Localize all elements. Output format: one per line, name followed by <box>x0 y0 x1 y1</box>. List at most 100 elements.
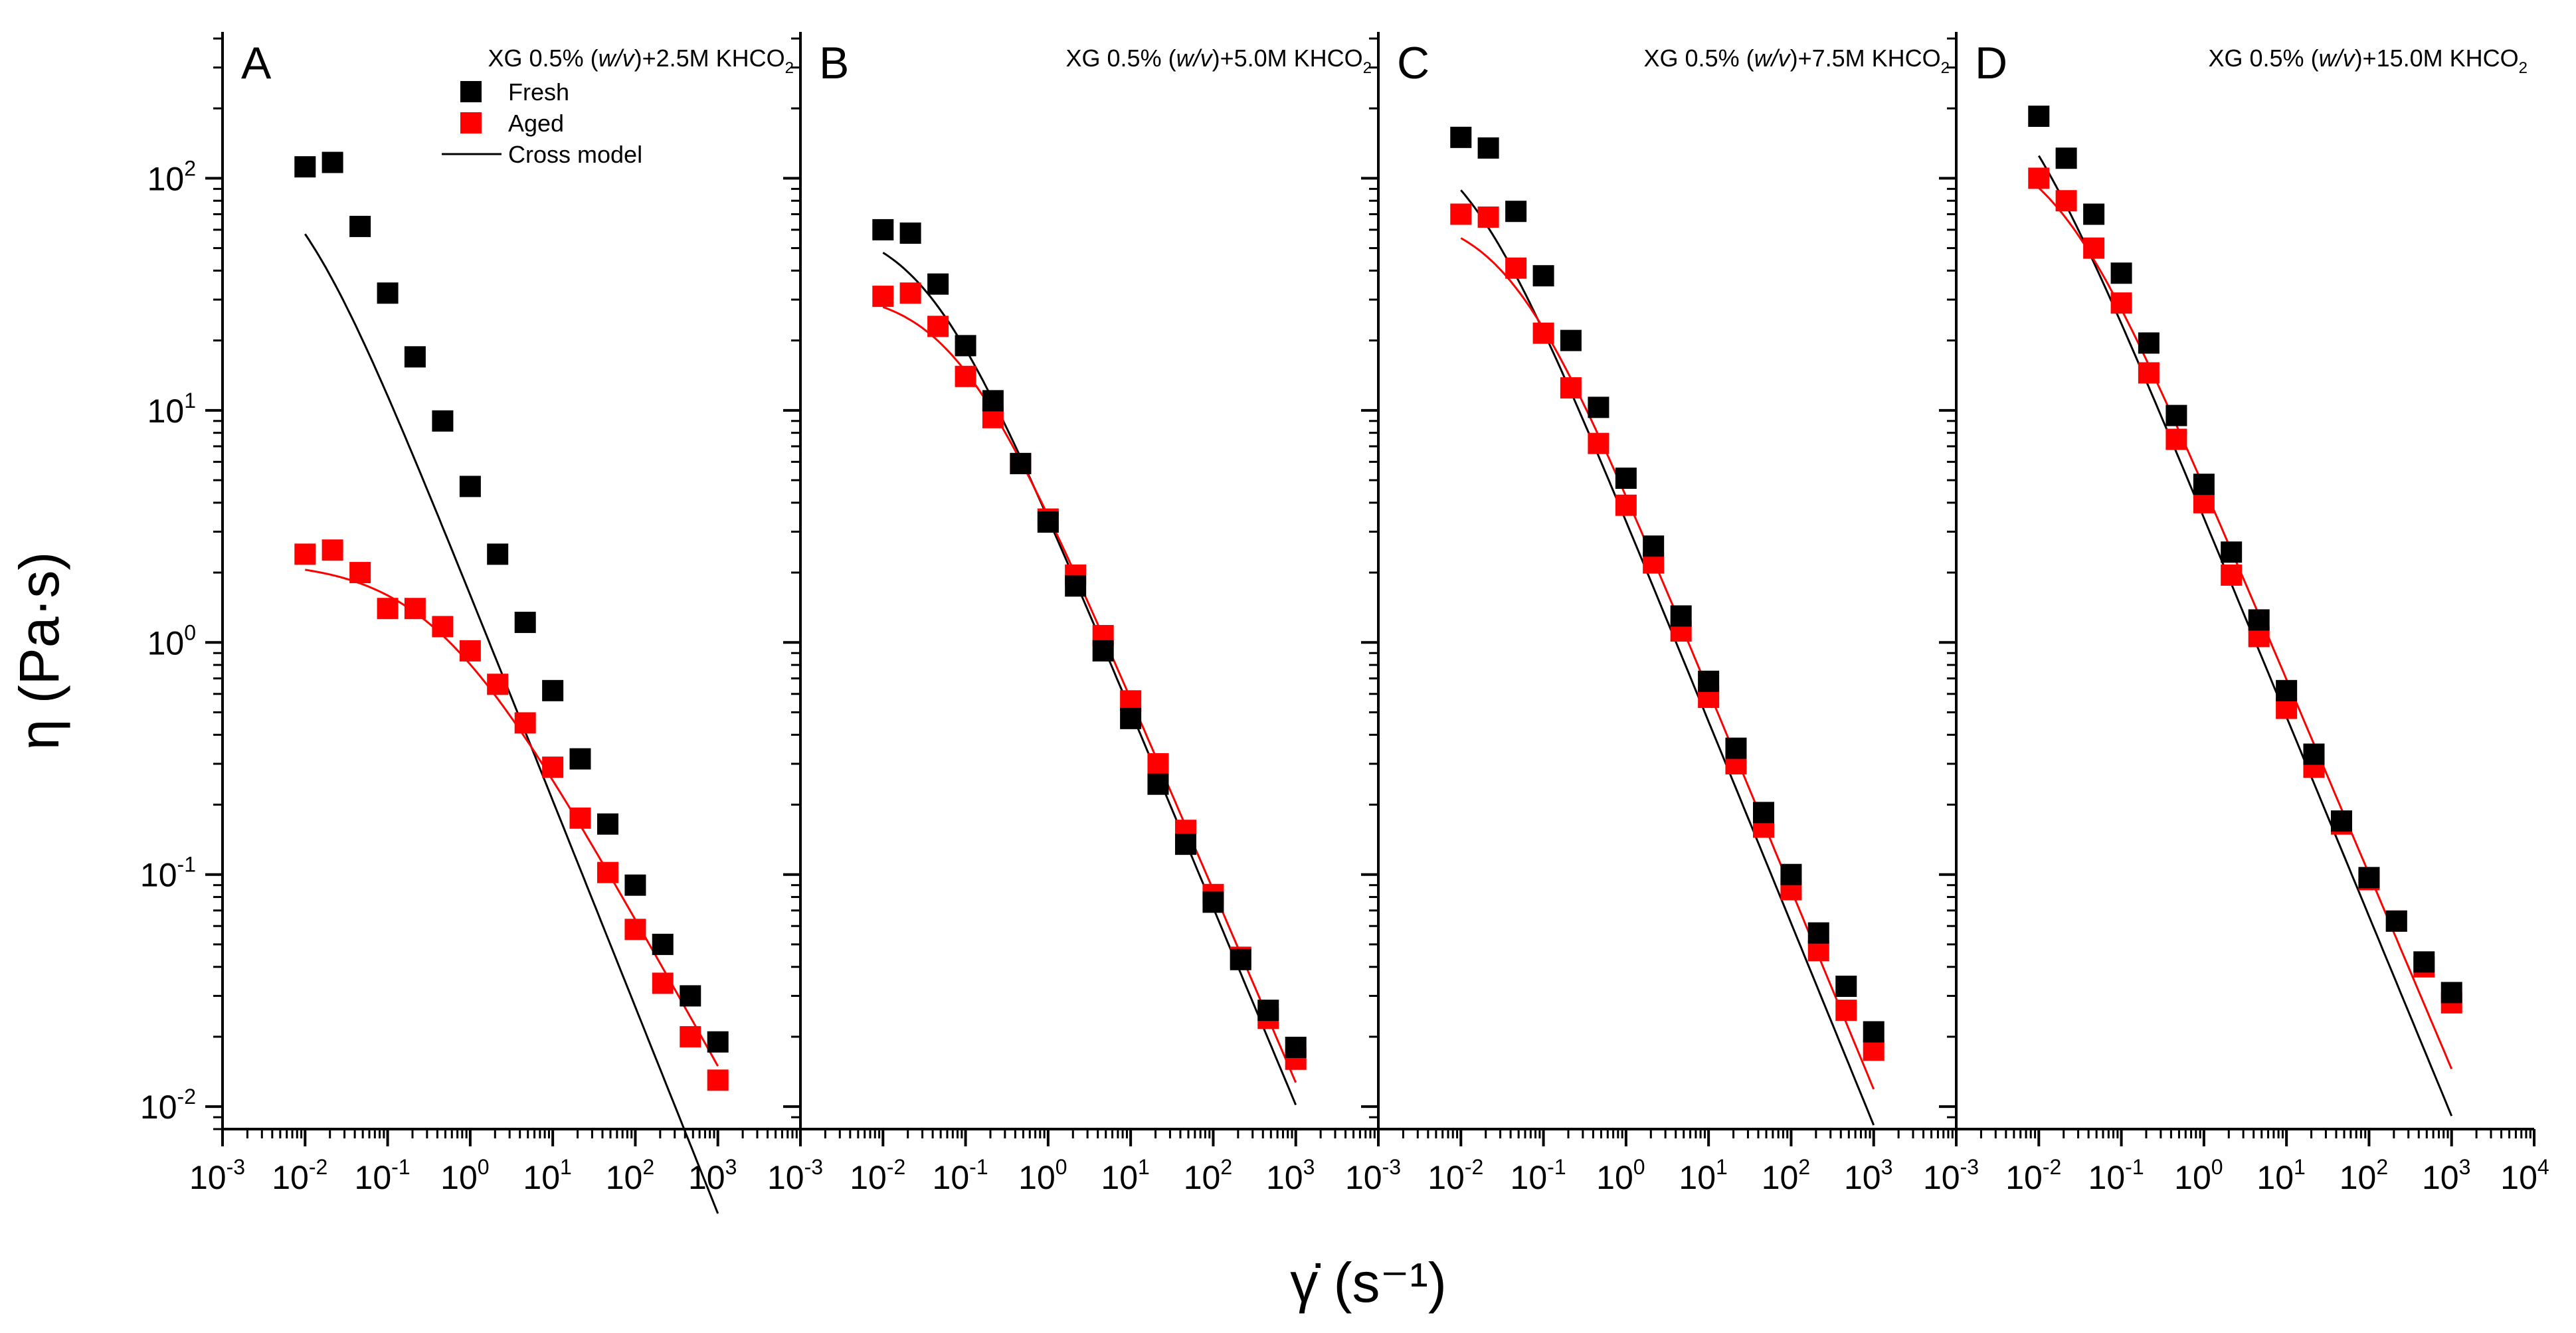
fresh-marker <box>927 273 949 295</box>
x-tick-label-exp: -3 <box>804 1155 823 1179</box>
fresh-marker <box>624 874 646 896</box>
fresh-marker <box>1615 468 1637 489</box>
x-tick-label-base: 10 <box>606 1159 643 1196</box>
panel-title: XG 0.5% (w/v)+2.5M KHCO2 <box>488 44 794 77</box>
y-tick-label-base: 10 <box>140 857 177 894</box>
x-tick-label: 10-2 <box>850 1155 905 1196</box>
x-tick-label-exp: -1 <box>391 1155 410 1179</box>
panel-title-italic: w/v <box>1754 44 1792 72</box>
aged-marker <box>680 1025 701 1047</box>
fresh-marker <box>1752 802 1774 824</box>
fresh-marker <box>1120 707 1142 729</box>
cross-model-line <box>305 569 719 1067</box>
fresh-marker <box>955 335 976 357</box>
y-tick-label-base: 10 <box>147 160 185 197</box>
aged-marker <box>955 365 976 387</box>
aged-marker <box>707 1069 729 1091</box>
x-tick-label: 100 <box>2174 1155 2223 1196</box>
panel-title-italic: w/v <box>1176 44 1214 72</box>
fresh-marker <box>2165 404 2187 426</box>
panel-a: A XG 0.5% (w/v)+2.5M KHCO2 <box>241 38 794 1214</box>
y-tick-label: 102 <box>147 156 196 197</box>
aged-marker <box>322 539 343 561</box>
x-tick-label-base: 10 <box>272 1159 309 1196</box>
panel-title-italic: w/v <box>2319 44 2356 72</box>
fresh-marker <box>652 933 674 955</box>
x-tick-label-exp: 0 <box>1633 1155 1645 1179</box>
fresh-marker <box>872 219 894 240</box>
x-tick-label-base: 10 <box>1184 1159 1221 1196</box>
panel-title-prefix: XG 0.5% ( <box>1066 44 1176 72</box>
x-tick-label: 103 <box>1844 1155 1892 1196</box>
x-tick-label-base: 10 <box>1427 1159 1465 1196</box>
aged-marker <box>1835 1000 1857 1022</box>
panel-c: C XG 0.5% (w/v)+7.5M KHCO2 <box>1397 38 1950 1126</box>
x-tick-label-exp: 1 <box>2294 1155 2306 1179</box>
aged-marker <box>872 286 894 308</box>
x-tick-label-exp: -2 <box>309 1155 327 1179</box>
x-tick-label-exp: 3 <box>1881 1155 1893 1179</box>
y-tick-label: 10-2 <box>140 1085 196 1126</box>
x-tick-label-base: 10 <box>523 1159 560 1196</box>
x-tick-label-exp: 0 <box>478 1155 490 1179</box>
y-tick-label-exp: 0 <box>184 620 196 644</box>
fresh-marker <box>899 222 921 244</box>
x-tick-label: 102 <box>1184 1155 1232 1196</box>
y-tick-label-exp: 2 <box>184 156 196 180</box>
fresh-marker <box>1863 1021 1885 1043</box>
fresh-marker <box>294 156 316 178</box>
fresh-marker <box>514 612 536 634</box>
x-tick-label: 10-3 <box>189 1155 245 1196</box>
y-tick-label-exp: -2 <box>177 1085 196 1109</box>
x-tick-label-exp: 0 <box>2211 1155 2223 1179</box>
panel-title-prefix: XG 0.5% ( <box>2209 44 2319 72</box>
panel-letter: C <box>1397 38 1429 88</box>
aged-marker <box>597 861 618 883</box>
x-tick-label-exp: -2 <box>1465 1155 1483 1179</box>
aged-marker <box>2138 362 2160 384</box>
aged-marker <box>2028 167 2050 189</box>
x-tick-label-base: 10 <box>2422 1159 2459 1196</box>
legend: Fresh Aged Cross model <box>442 78 642 168</box>
x-tick-label: 102 <box>2340 1155 2388 1196</box>
aged-marker <box>1532 322 1554 344</box>
x-tick-label-base: 10 <box>440 1159 478 1196</box>
x-tick-label-base: 10 <box>1679 1159 1716 1196</box>
fresh-marker <box>349 215 371 237</box>
fresh-marker <box>1230 948 1251 970</box>
fresh-marker <box>569 748 591 770</box>
fresh-marker <box>707 1031 729 1053</box>
aged-marker <box>569 807 591 829</box>
legend-label: Aged <box>508 110 564 137</box>
y-tick-label-base: 10 <box>147 624 185 662</box>
panel-title-prefix: XG 0.5% ( <box>1644 44 1754 72</box>
cross-model-line <box>882 306 1297 1083</box>
fresh-marker <box>1725 737 1747 759</box>
x-tick-label-exp: 3 <box>725 1155 737 1179</box>
aged-marker <box>404 598 426 620</box>
x-tick-label: 10-1 <box>2088 1155 2144 1196</box>
panel-title-italic: w/v <box>598 44 636 72</box>
fresh-marker <box>1477 137 1499 159</box>
aged-marker <box>542 756 564 778</box>
y-tick-label-exp: 1 <box>184 389 196 412</box>
fresh-marker <box>1092 640 1114 662</box>
fresh-marker <box>1257 1000 1279 1022</box>
panel-b: B XG 0.5% (w/v)+5.0M KHCO2 <box>819 38 1372 1106</box>
fresh-marker <box>542 679 564 701</box>
panel-title: XG 0.5% (w/v)+7.5M KHCO2 <box>1644 44 1950 77</box>
aged-marker <box>349 562 371 584</box>
panel-title-sub: 2 <box>1941 59 1950 77</box>
x-tick-label-exp: -2 <box>887 1155 905 1179</box>
fresh-marker <box>1450 126 1472 148</box>
fresh-marker <box>1202 891 1224 913</box>
aged-marker <box>652 972 674 994</box>
x-tick-label: 102 <box>606 1155 654 1196</box>
panel-title: XG 0.5% (w/v)+15.0M KHCO2 <box>2209 44 2528 77</box>
x-tick-label-exp: -3 <box>1960 1155 1979 1179</box>
y-tick-label-base: 10 <box>147 393 185 430</box>
panel-letter: B <box>819 38 849 88</box>
x-tick-label: 10-2 <box>1427 1155 1483 1196</box>
x-tick-label: 100 <box>1018 1155 1067 1196</box>
